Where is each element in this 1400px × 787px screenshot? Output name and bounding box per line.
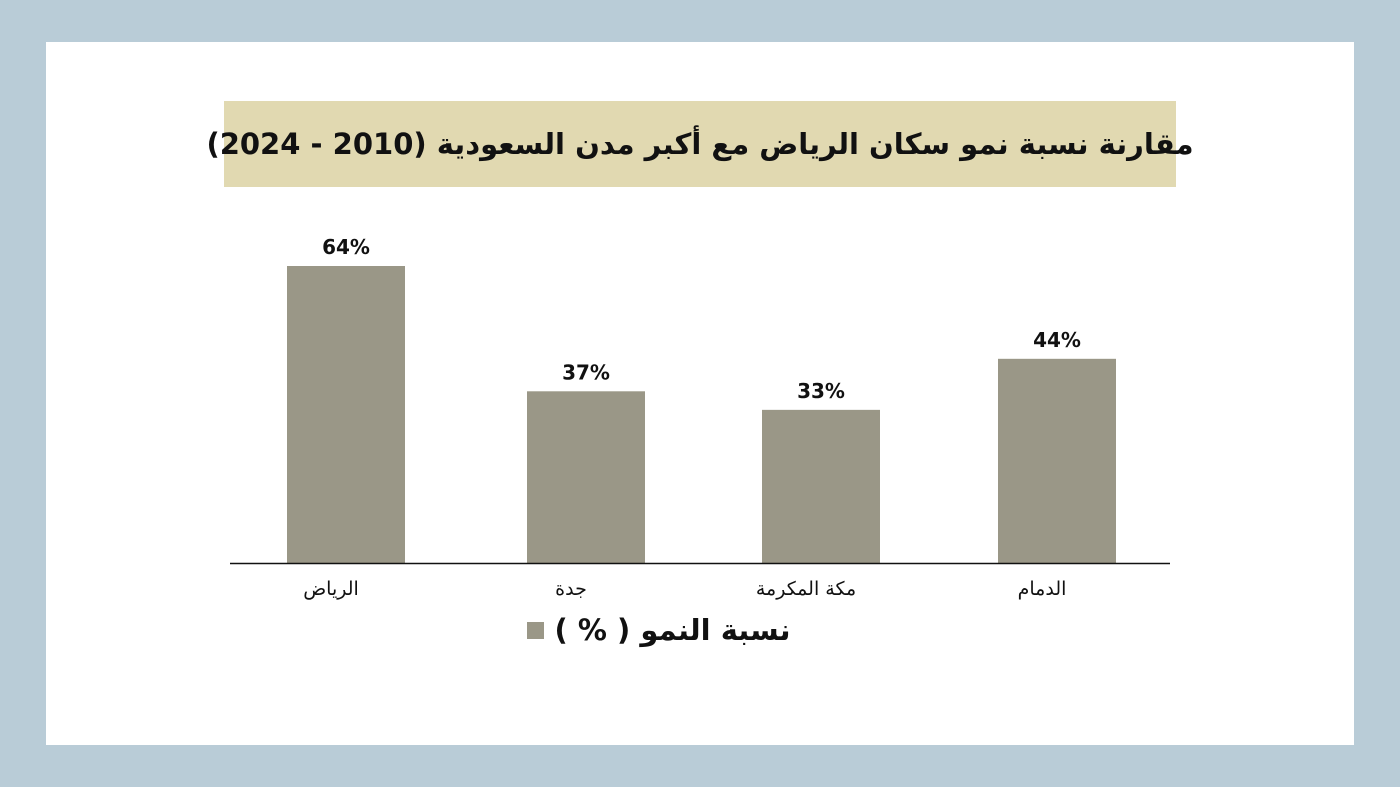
bar-1 (287, 266, 405, 563)
chart-card: مقارنة نسبة نمو سكان الرياض مع أكبر مدن … (46, 42, 1354, 745)
data-label-3: 33% (797, 379, 845, 403)
category-label-3: مكة المكرمة (756, 578, 856, 600)
data-label-2: 37% (562, 360, 610, 384)
category-label-1: الرياض (303, 578, 359, 600)
category-label-2: جدة (555, 578, 587, 600)
chart-title-band: مقارنة نسبة نمو سكان الرياض مع أكبر مدن … (206, 101, 1194, 187)
data-label-4: 44% (1033, 328, 1081, 352)
bar-2 (527, 391, 645, 563)
legend-label: نسبة النمو ( % ) (554, 613, 791, 647)
legend-swatch (527, 621, 545, 639)
chart-legend: نسبة النمو ( % ) (450, 606, 858, 654)
bar-4 (998, 358, 1116, 563)
data-label-1: 64% (322, 235, 370, 259)
bar-3 (762, 409, 880, 563)
chart-title: مقارنة نسبة نمو سكان الرياض مع أكبر مدن … (206, 127, 1194, 161)
category-label-4: الدمام (1018, 578, 1067, 600)
